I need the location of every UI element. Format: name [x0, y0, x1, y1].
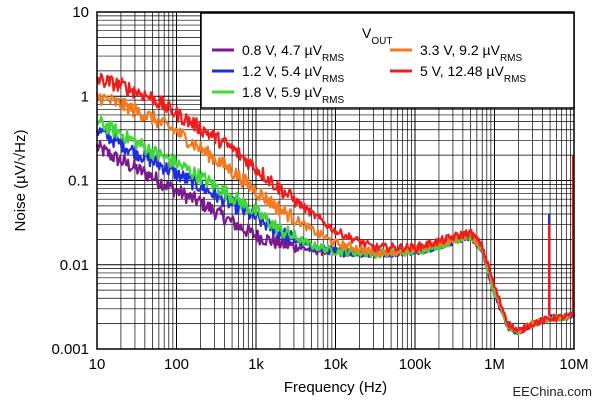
legend-entry: 1.8 V, 5.9 µVRMS	[242, 84, 345, 106]
y-tick-label: 1	[81, 88, 89, 105]
x-tick-label: 1M	[484, 356, 505, 373]
legend-entry: 5 V, 12.48 µVRMS	[420, 63, 526, 85]
legend-entry: 0.8 V, 4.7 µVRMS	[242, 42, 345, 64]
legend-entry: 3.3 V, 9.2 µVRMS	[420, 42, 523, 64]
y-axis-label: Noise (µV/√Hz)	[12, 130, 29, 232]
y-tick-label: 0.1	[68, 173, 89, 190]
tick-labels: 10 100 1k 10k 100k 1M 10M 0.001 0.01 0.1 1 10	[51, 4, 588, 373]
legend-entry: 1.2 V, 5.4 µVRMS	[242, 63, 345, 85]
series-lines	[95, 72, 576, 336]
watermark: EEChina.com	[513, 384, 592, 399]
x-axis-label: Frequency (Hz)	[284, 379, 387, 396]
legend-title: VOUT	[362, 25, 392, 47]
x-tick-label: 10k	[323, 356, 348, 373]
series-line-4	[96, 72, 575, 334]
x-tick-label: 100k	[399, 356, 432, 373]
y-tick-label: 10	[72, 4, 89, 21]
plot-frame	[96, 11, 575, 350]
x-tick-label: 10M	[559, 356, 588, 373]
x-tick-label: 1k	[248, 356, 264, 373]
x-tick-label: 10	[89, 356, 106, 373]
y-tick-label: 0.01	[60, 257, 89, 274]
x-tick-label: 100	[164, 356, 189, 373]
legend-box	[200, 12, 575, 109]
series-line-2	[96, 115, 575, 336]
y-tick-label: 0.001	[51, 341, 89, 358]
